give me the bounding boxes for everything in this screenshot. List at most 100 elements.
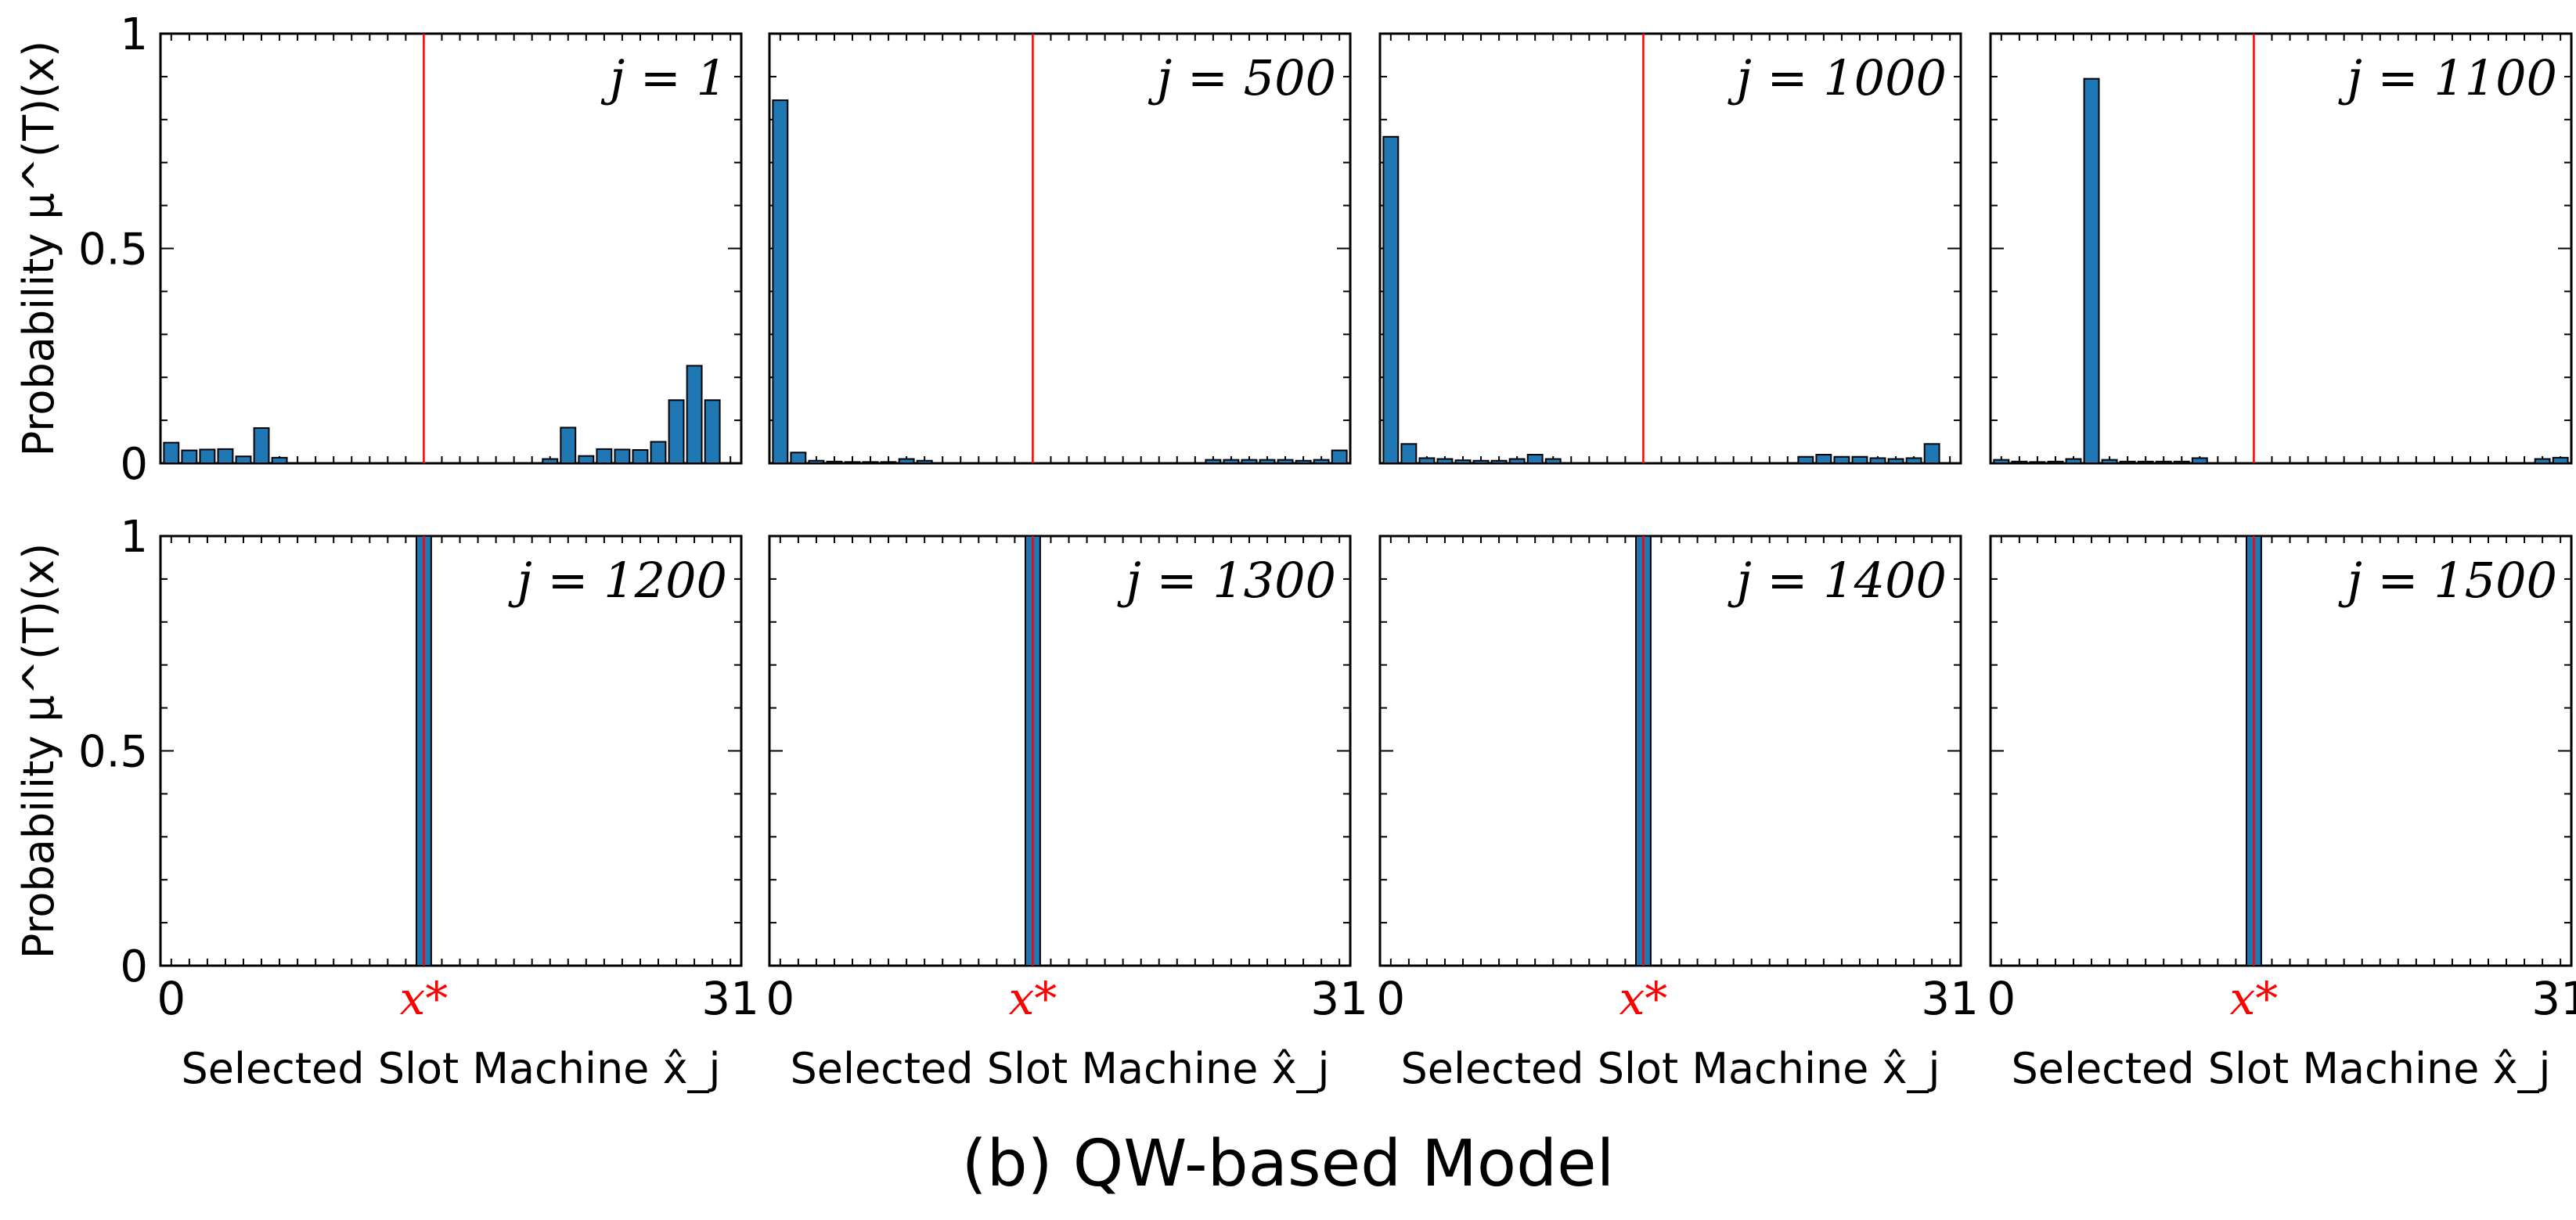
bar-panel-3-slot-25 <box>1833 455 1850 465</box>
bar-panel-3-slot-24 <box>1815 454 1832 465</box>
bar-panel-1-slot-28 <box>668 399 685 464</box>
bar-panel-3-slot-23 <box>1797 455 1814 465</box>
x-axis-label: Selected Slot Machine x̂_j <box>790 1044 1329 1093</box>
y-axis-label: Probability μ^(T)(x) <box>14 543 63 959</box>
bar-panel-4-slot-5 <box>2083 77 2100 465</box>
bar-panel-1-slot-0 <box>163 441 180 465</box>
bar-panel-4-slot-4 <box>2065 458 2082 465</box>
bar-panel-1-slot-3 <box>217 448 234 464</box>
bar-panel-3-slot-9 <box>1544 458 1562 465</box>
bar-panel-2-slot-27 <box>1259 459 1276 464</box>
optimal-tick-label: x* <box>1619 972 1668 1025</box>
x-axis-label: Selected Slot Machine x̂_j <box>1400 1044 1940 1093</box>
bar-panel-3-slot-5 <box>1472 459 1490 464</box>
panel-6-frame <box>768 534 1352 967</box>
panel-label: j = 1300 <box>1117 552 1336 609</box>
bar-panel-2-slot-7 <box>898 458 915 465</box>
bar-panel-4-slot-6 <box>2101 459 2118 464</box>
panel-label: j = 1000 <box>1728 49 1947 106</box>
bar-panel-2-slot-25 <box>1223 459 1240 464</box>
bar-panel-4-slot-10 <box>2173 460 2190 465</box>
bar-panel-4-slot-9 <box>2155 460 2172 465</box>
bar-panel-2-slot-5 <box>862 461 879 465</box>
bar-panel-1-slot-27 <box>650 441 667 464</box>
panel-1-frame <box>159 32 743 465</box>
bar-panel-2-slot-29 <box>1295 459 1312 464</box>
bar-panel-2-slot-30 <box>1313 459 1330 464</box>
bar-panel-3-slot-29 <box>1905 457 1922 464</box>
bar-panel-1-slot-22 <box>560 426 577 464</box>
panel-7-frame <box>1378 534 1962 967</box>
bar-panel-1-slot-6 <box>271 456 288 464</box>
bar-panel-3-slot-27 <box>1869 457 1886 464</box>
bar-panel-4-slot-1 <box>2011 460 2028 465</box>
bar-panel-3-slot-2 <box>1418 457 1436 464</box>
bar-panel-3-slot-7 <box>1508 458 1526 465</box>
bar-panel-4-slot-7 <box>2119 460 2136 465</box>
panel-label: j = 1400 <box>1728 552 1947 609</box>
panel-label: j = 1500 <box>2338 552 2557 609</box>
y-tick-label: 0.5 <box>78 225 148 275</box>
bar-panel-3-slot-26 <box>1851 455 1868 465</box>
figure-caption: (b) QW-based Model <box>961 1127 1615 1201</box>
optimal-tick-label: x* <box>400 972 449 1025</box>
bar-panel-2-slot-1 <box>790 452 807 465</box>
y-tick-label: 1 <box>120 512 148 563</box>
bar-panel-2-slot-6 <box>880 461 897 465</box>
bar-panel-2-slot-28 <box>1277 459 1294 464</box>
bar-panel-2-slot-2 <box>808 459 825 464</box>
bar-panel-1-slot-2 <box>199 448 216 465</box>
panel-5-frame <box>159 534 743 967</box>
y-tick-label: 0 <box>120 439 148 490</box>
y-tick-label: 1 <box>120 9 148 60</box>
bar-panel-2-slot-3 <box>826 460 843 465</box>
panel-label: j = 1200 <box>508 552 727 609</box>
bar-panel-3-slot-1 <box>1400 443 1418 464</box>
bar-panel-3-slot-4 <box>1454 459 1472 464</box>
panel-label: j = 500 <box>1147 49 1336 106</box>
bar-panel-1-slot-30 <box>704 399 721 464</box>
bar-panel-2-slot-8 <box>916 459 933 464</box>
optimal-tick-label: x* <box>2230 972 2279 1025</box>
bar-panel-4-slot-3 <box>2047 460 2064 465</box>
bar-panel-2-slot-31 <box>1331 449 1348 465</box>
bar-panel-4-slot-30 <box>2534 458 2551 465</box>
x-tick-label: 31 <box>2531 972 2576 1025</box>
bar-panel-1-slot-23 <box>578 455 595 464</box>
bar-panel-1-slot-5 <box>253 426 270 464</box>
bar-panel-2-slot-26 <box>1241 459 1258 464</box>
optimal-tick-label: x* <box>1009 972 1057 1025</box>
bar-panel-3-slot-8 <box>1526 454 1544 465</box>
bar-panel-1-slot-25 <box>614 448 631 465</box>
y-axis-label: Probability μ^(T)(x) <box>14 41 63 456</box>
bar-panel-2-slot-24 <box>1205 459 1222 464</box>
x-tick-label: 31 <box>701 972 759 1025</box>
panel-8-frame <box>1989 534 2573 967</box>
bar-panel-4-slot-0 <box>1993 459 2010 464</box>
bar-panel-3-slot-6 <box>1490 459 1508 464</box>
x-axis-label: Selected Slot Machine x̂_j <box>2011 1044 2550 1093</box>
x-tick-label: 0 <box>1987 972 2016 1025</box>
bar-panel-2-slot-0 <box>772 99 789 464</box>
x-tick-label: 0 <box>766 972 794 1025</box>
x-tick-label: 0 <box>157 972 186 1025</box>
bar-panel-3-slot-30 <box>1923 443 1940 464</box>
bar-panel-4-slot-11 <box>2191 457 2208 464</box>
bar-panel-1-slot-24 <box>596 448 613 464</box>
panel-3-frame <box>1378 32 1962 465</box>
y-tick-label: 0 <box>120 941 148 992</box>
bar-panel-1-slot-4 <box>235 455 252 465</box>
x-tick-label: 0 <box>1376 972 1405 1025</box>
bar-panel-1-slot-21 <box>542 458 559 465</box>
bar-panel-3-slot-28 <box>1887 458 1904 465</box>
bar-panel-3-slot-3 <box>1436 458 1454 465</box>
x-tick-label: 31 <box>1921 972 1979 1025</box>
bar-panel-1-slot-1 <box>181 449 198 465</box>
x-axis-label: Selected Slot Machine x̂_j <box>181 1044 720 1093</box>
bar-panel-2-slot-4 <box>844 461 861 465</box>
bar-panel-4-slot-2 <box>2029 461 2046 465</box>
y-tick-label: 0.5 <box>78 727 148 778</box>
bar-panel-4-slot-8 <box>2137 460 2154 465</box>
x-tick-label: 31 <box>1310 972 1368 1025</box>
